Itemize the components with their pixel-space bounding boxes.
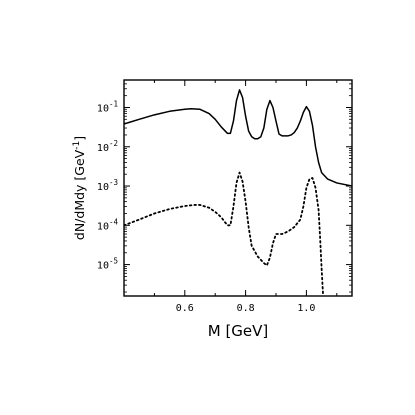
x-tick-label: 0.6: [176, 303, 194, 314]
y-tick-label: 10-2: [97, 139, 118, 154]
y-axis-label-close: ]: [72, 136, 87, 141]
x-tick-label: 0.8: [237, 303, 255, 314]
y-axis-label: dN/dMdy [GeV-1]: [72, 136, 87, 240]
y-tick-exponent: -2: [109, 139, 118, 148]
y-tick-mantissa: 10: [97, 221, 109, 232]
y-tick-label: 10-3: [97, 178, 118, 193]
y-tick-exponent: -5: [109, 257, 118, 266]
y-tick-label: 10-4: [97, 217, 119, 232]
y-axis-label-exponent: -1: [72, 141, 82, 150]
x-tick-label: 1.0: [297, 303, 315, 314]
y-tick-label: 10-1: [97, 99, 118, 114]
x-axis-label: M [GeV]: [208, 322, 269, 340]
y-tick-mantissa: 10: [97, 182, 109, 193]
y-tick-exponent: -4: [109, 217, 119, 226]
plot-frame: [123, 79, 353, 297]
y-tick-mantissa: 10: [97, 103, 109, 114]
series-line-dotted: [124, 171, 325, 296]
y-tick-exponent: -3: [109, 178, 118, 187]
y-axis-label-main: dN/dMdy [GeV: [72, 149, 87, 240]
y-tick-mantissa: 10: [97, 261, 109, 272]
y-tick-mantissa: 10: [97, 143, 109, 154]
plot-area: [124, 89, 352, 296]
y-tick-exponent: -1: [109, 99, 118, 108]
tick-labels: 0.6 0.8 1.010-110-210-310-410-5: [97, 99, 316, 314]
y-tick-label: 10-5: [97, 257, 118, 272]
series-line-solid: [124, 89, 352, 187]
